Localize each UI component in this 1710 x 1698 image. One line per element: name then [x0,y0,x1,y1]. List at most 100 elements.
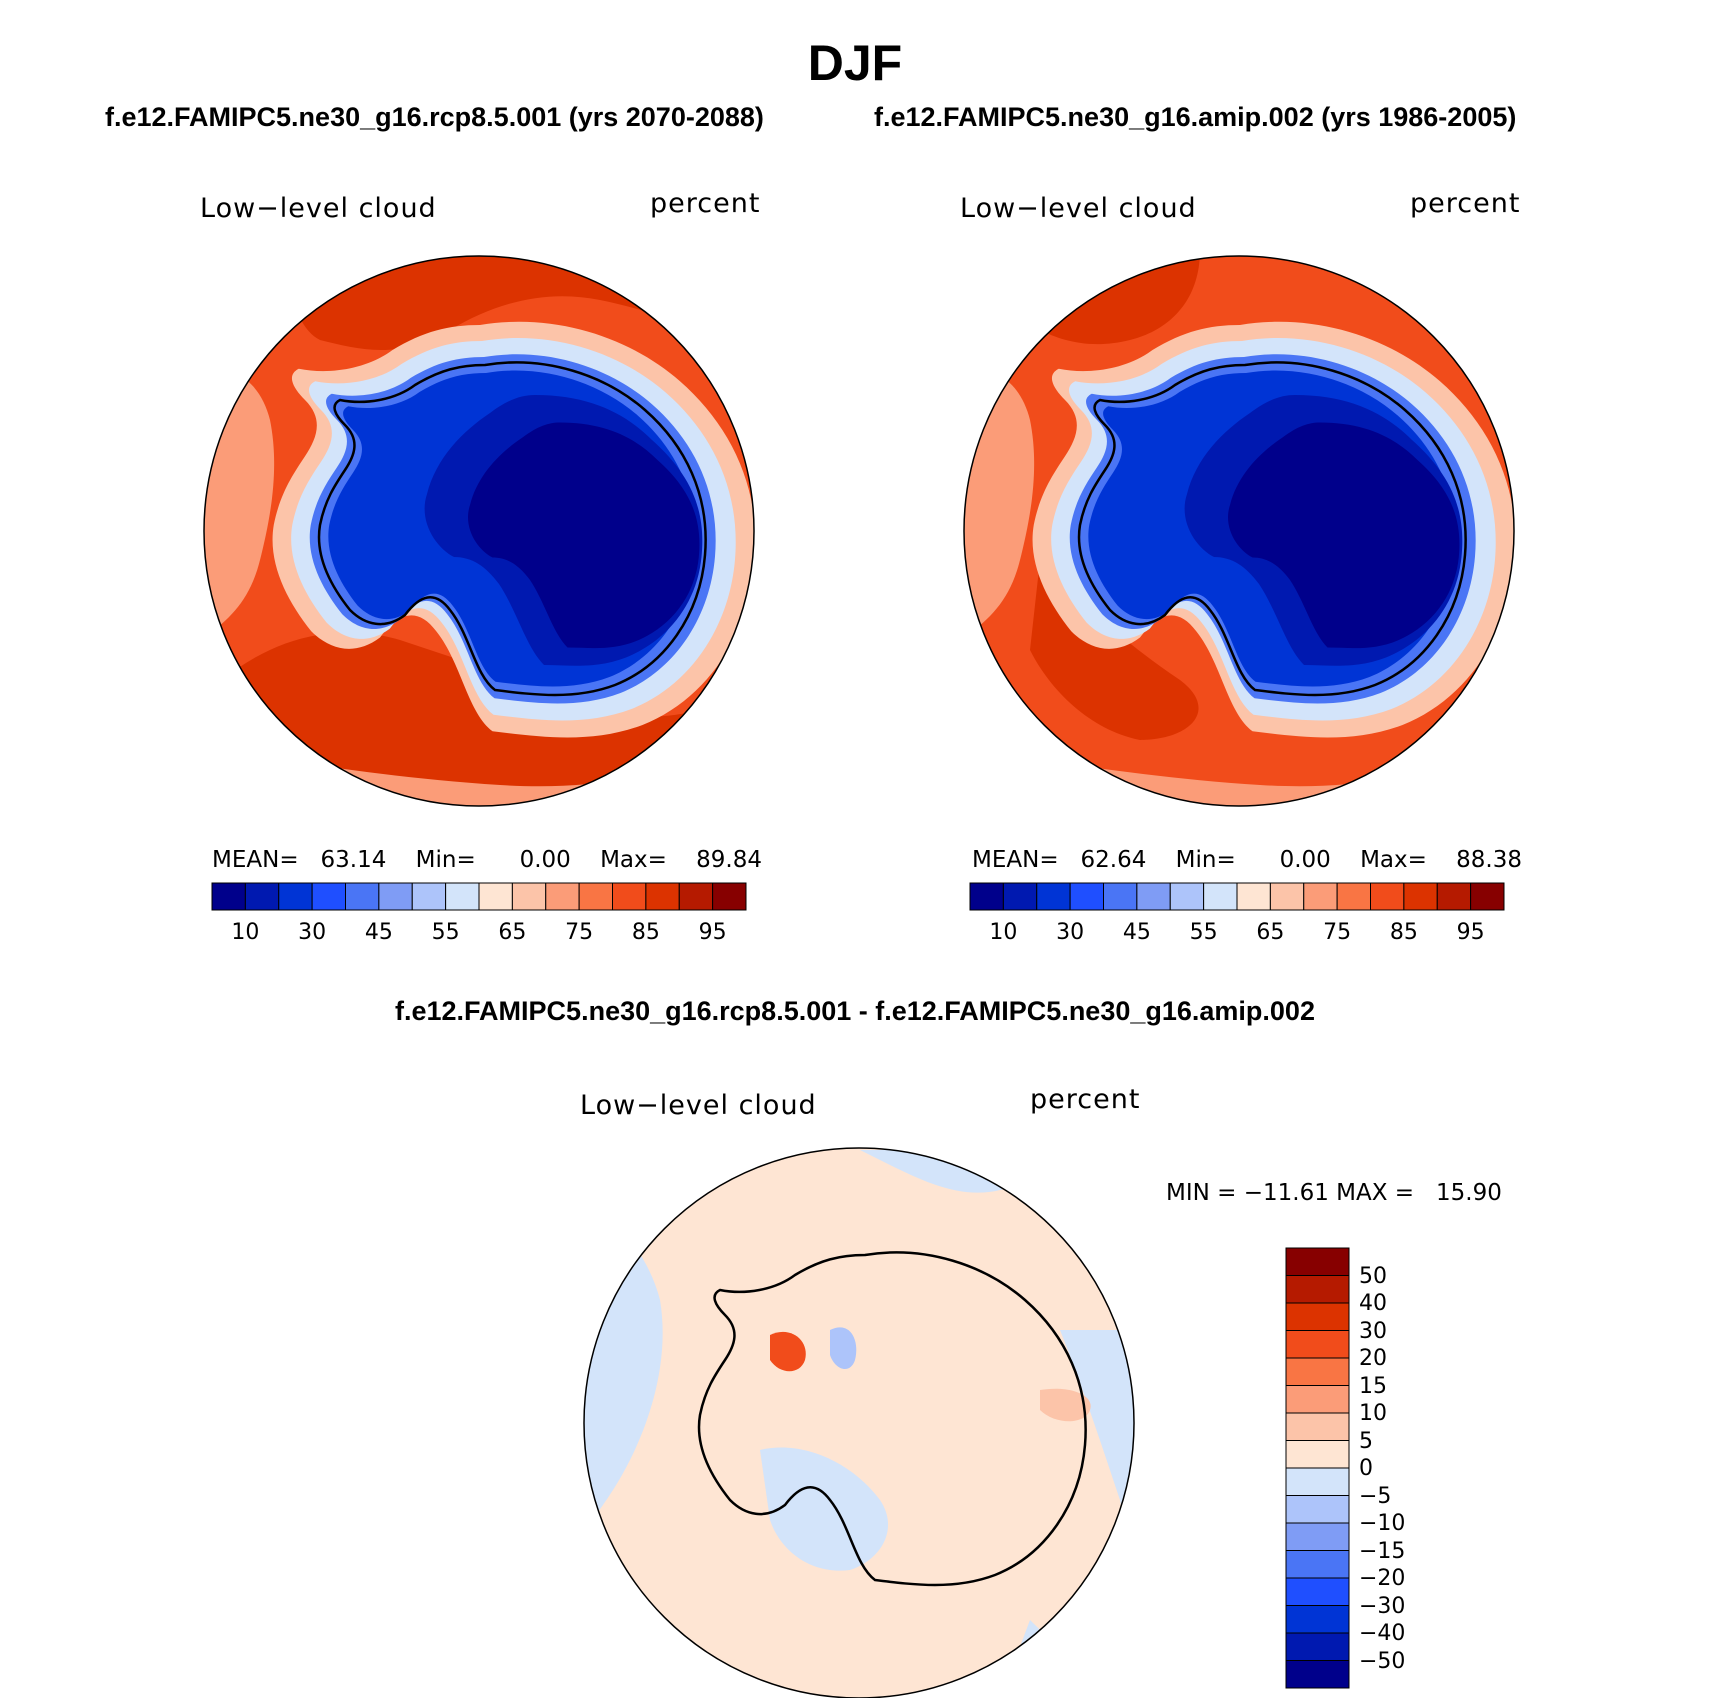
mean-value: 62.64 [1080,847,1147,873]
colorbar-left-tick-label: 55 [431,920,460,945]
colorbar-left-swatch [545,882,580,911]
colorbar-diff-swatch [1285,1357,1350,1386]
units-label-left: percent [650,188,761,219]
colorbar-diff-tick-label: −15 [1359,1538,1406,1564]
max-value: 88.38 [1456,847,1523,873]
colorbar-right-swatch [1203,882,1238,911]
colorbar-diff-swatch [1285,1275,1350,1304]
colorbar-left-swatch [244,882,280,911]
min-value: 0.00 [519,847,571,873]
colorbar-diff-tick-label: −40 [1359,1621,1406,1646]
variable-label-left: Low−level cloud [200,193,437,224]
colorbar-diff-tick-label: −10 [1359,1511,1406,1536]
colorbar-right-swatch [1236,882,1271,911]
colorbar-left-swatch [345,882,380,911]
colorbar-diff-swatch [1285,1632,1350,1661]
colorbar-right-swatch [1470,882,1505,911]
map-border-right [963,255,1515,807]
figure-title: DJF [807,35,903,91]
colorbar-right-swatch [1103,882,1138,911]
colorbar-right-tick-label: 30 [1056,920,1085,945]
map-left [204,256,754,806]
units-label-diff: percent [1030,1084,1141,1115]
colorbar-diff-swatch [1285,1577,1350,1606]
colorbar-diff-tick-label: 40 [1359,1291,1387,1316]
colorbar-diff-tick-label: −20 [1359,1566,1406,1591]
difference-title: f.e12.FAMIPC5.ne30_g16.rcp8.5.001 - f.e1… [395,996,1315,1026]
colorbar-left-swatch [478,882,513,911]
colorbar-left-tick-label: 65 [498,920,527,945]
colorbar-right-tick-label: 10 [989,920,1018,945]
colorbar-left-swatch [311,882,346,911]
colorbar-diff-swatch [1285,1412,1350,1441]
units-label-right: percent [1410,188,1521,219]
mean-label: MEAN= [212,847,299,873]
colorbar-right-swatch [1136,882,1171,911]
colorbar-diff-tick-label: −50 [1359,1648,1406,1674]
colorbar-right-swatch [1370,882,1405,911]
colorbar-left-swatch [445,882,480,911]
colorbar-diff-swatch [1285,1330,1350,1359]
colorbar-diff-tick-label: 0 [1359,1456,1373,1481]
mean-value: 63.14 [320,847,387,873]
colorbar-right-swatch [1036,882,1071,911]
colorbar-diff [1285,1247,1350,1689]
colorbar-left-tick-label: 75 [565,920,594,945]
max-label: Max= [600,847,667,873]
colorbar-right-tick-label: 65 [1256,920,1285,945]
colorbar-left-tick-label: 30 [298,920,327,945]
colorbar-diff-tick-label: 50 [1359,1263,1387,1289]
colorbar-diff-tick-label: 5 [1359,1428,1373,1454]
colorbar-right-tick-label: 45 [1122,920,1151,945]
stats-diff: MIN = −11.61 MAX = 15.90 [1166,1180,1502,1206]
map-border-diff [583,1147,1135,1698]
min-label: Min= [415,847,476,873]
colorbar-diff-swatch [1285,1385,1350,1414]
colorbar-diff-tick-label: 30 [1359,1318,1387,1344]
colorbar-left-swatch [211,882,246,911]
colorbar-left-swatch [712,882,747,911]
colorbar-left-swatch [278,882,313,911]
colorbar-left-swatch [411,882,447,911]
colorbar-diff-swatch [1285,1495,1350,1524]
colorbar-diff-tick-label: −30 [1359,1593,1406,1619]
colorbar-right-swatch [1002,882,1038,911]
colorbar-right-tick-label: 95 [1456,920,1485,945]
colorbar-left-tick-label: 10 [231,920,260,945]
colorbar-right-swatch [1336,882,1371,911]
colorbar-right-swatch [1303,882,1338,911]
map-right [964,256,1514,806]
colorbar-diff-swatch [1285,1605,1350,1634]
min-label: Min= [1175,847,1236,873]
colorbar-left-swatch [378,882,413,911]
colorbar-diff-swatch [1285,1247,1350,1276]
colorbar-diff-swatch [1285,1660,1350,1689]
colorbar-diff-tick-label: 15 [1359,1373,1387,1399]
map-border-left [203,255,755,807]
colorbar-diff-swatch [1285,1467,1350,1496]
colorbar-diff-tick-label: −5 [1359,1483,1392,1509]
colorbar-right-swatch [1069,882,1104,911]
max-label: Max= [1360,847,1427,873]
colorbar-diff-swatch [1285,1522,1350,1551]
colorbar-right-swatch [969,882,1004,911]
colorbar-right-swatch [1169,882,1205,911]
variable-label-diff: Low−level cloud [580,1090,817,1121]
min-value: 0.00 [1279,847,1331,873]
colorbar-left-swatch [511,882,547,911]
colorbar-diff-tick-label: 10 [1359,1401,1387,1426]
colorbar-right-swatch [1436,882,1472,911]
stats-left: MEAN= 63.14 Min= 0.00 Max= 89.84 [212,847,762,873]
colorbar-left [211,882,747,911]
colorbar-right-swatch [1403,882,1438,911]
panel-title-amip: f.e12.FAMIPC5.ne30_g16.amip.002 (yrs 198… [874,102,1517,132]
variable-label-right: Low−level cloud [960,193,1197,224]
colorbar-left-swatch [612,882,647,911]
colorbar-right [969,882,1505,911]
colorbar-diff-swatch [1285,1550,1350,1579]
colorbar-left-swatch [645,882,680,911]
mean-label: MEAN= [972,847,1059,873]
max-value: 89.84 [696,847,763,873]
colorbar-right-swatch [1269,882,1305,911]
